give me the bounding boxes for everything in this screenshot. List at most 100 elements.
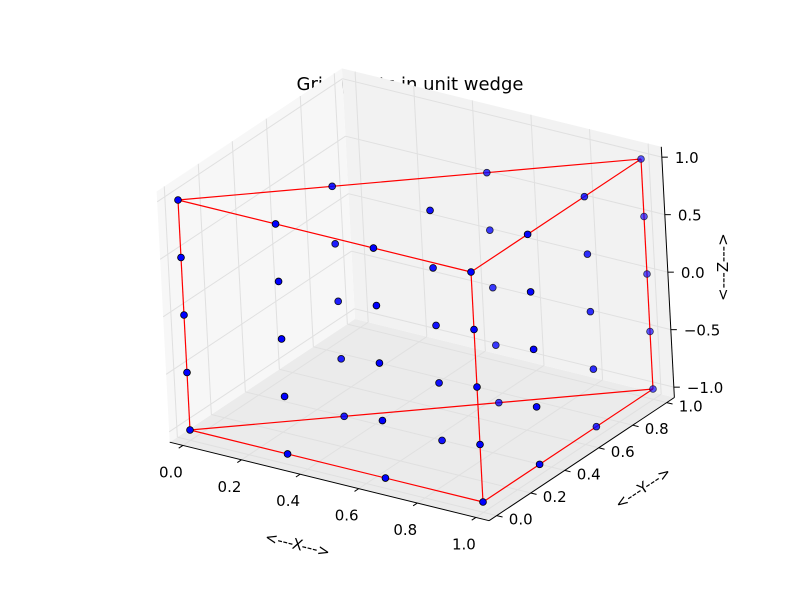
x-tick-label: 0.0 <box>159 463 183 481</box>
data-points <box>174 155 657 506</box>
grid-y-floor <box>279 368 599 449</box>
data-point <box>586 307 595 316</box>
x-tick-label: 0.8 <box>393 521 417 539</box>
grid-z-back <box>345 135 665 216</box>
data-point <box>378 416 387 425</box>
x-tick <box>412 502 418 507</box>
data-point <box>369 244 378 252</box>
z-axis-line <box>660 146 675 398</box>
grid-z-left <box>162 193 349 318</box>
data-point <box>649 385 657 393</box>
grid-z-left <box>159 135 346 260</box>
y-tick <box>598 447 605 450</box>
grid-z-left <box>168 308 355 433</box>
data-point <box>334 297 342 306</box>
wedge-edge <box>189 429 484 503</box>
data-point <box>328 182 336 191</box>
grid-z-left <box>156 78 343 203</box>
data-point <box>532 403 541 411</box>
y-axis-line <box>488 397 675 522</box>
data-point <box>495 398 503 407</box>
grid-y-floor <box>313 346 633 426</box>
wedge-edge <box>177 158 642 201</box>
y-tick <box>496 515 503 518</box>
z-axis-label: <---Z---> <box>714 233 732 301</box>
data-point <box>186 426 194 434</box>
tick-marks <box>178 156 680 521</box>
y-tick-label: 0.4 <box>577 465 601 483</box>
grid-z-left <box>165 250 352 375</box>
grid-x-floor <box>417 379 603 504</box>
data-point <box>640 212 648 221</box>
x-tick-label: 0.2 <box>218 478 242 496</box>
x-axis-label: <---X---> <box>263 528 332 561</box>
z-tick-label: 1.0 <box>675 149 699 167</box>
axis-lines <box>169 146 675 522</box>
x-tick <box>354 488 359 492</box>
x-tick <box>471 517 477 521</box>
x-tick-label: 0.4 <box>276 492 300 510</box>
data-point <box>492 341 500 349</box>
y-tick-label: 0.6 <box>611 443 635 461</box>
data-point <box>274 277 283 286</box>
tick-labels: 0.00.20.40.60.81.00.00.20.40.60.81.0−1.0… <box>159 149 723 553</box>
floor-pane <box>169 319 675 521</box>
data-point <box>337 355 345 363</box>
data-point <box>180 311 188 319</box>
data-point <box>526 288 535 296</box>
data-point <box>467 268 475 276</box>
z-tick-label: 0.5 <box>678 207 702 225</box>
z-tick-label: 0.0 <box>681 264 705 282</box>
data-point <box>483 168 491 177</box>
data-point <box>637 155 645 163</box>
grid-x-floor <box>475 393 662 518</box>
x-tick <box>178 445 184 449</box>
grid-x-floor <box>358 365 545 490</box>
data-point <box>435 379 443 387</box>
data-point <box>426 206 434 215</box>
y-tick <box>666 402 673 405</box>
y-tick-label: 0.0 <box>509 511 533 529</box>
grid-x-floor <box>299 350 486 475</box>
x-tick-label: 0.6 <box>335 507 359 525</box>
y-tick <box>632 424 639 428</box>
z-tick-label: −1.0 <box>687 379 723 397</box>
data-point <box>271 220 280 228</box>
data-point <box>429 264 437 272</box>
data-point <box>583 250 592 258</box>
wedge-edge <box>470 158 642 273</box>
y-tick <box>530 492 537 495</box>
z-tick-label: −0.5 <box>684 322 720 340</box>
wedge-edge <box>189 388 654 431</box>
y-tick <box>564 469 571 473</box>
data-point <box>589 365 598 373</box>
data-point <box>529 345 538 354</box>
data-point <box>535 460 544 469</box>
data-point <box>489 283 497 292</box>
data-point <box>438 436 446 445</box>
data-point <box>331 240 339 248</box>
grid-x-floor <box>182 321 369 446</box>
data-point <box>592 422 601 431</box>
data-point <box>280 392 289 401</box>
wedge-edge <box>177 199 472 273</box>
data-point <box>646 327 654 336</box>
grid-lines <box>156 71 674 518</box>
y-axis-label: <---Y---> <box>612 463 675 513</box>
data-point <box>283 450 292 458</box>
grid-z-back <box>348 193 668 273</box>
data-point <box>375 359 384 367</box>
grid-y-floor <box>347 323 667 404</box>
grid-z-back <box>354 308 674 388</box>
data-point <box>340 412 348 421</box>
x-tick-label: 1.0 <box>452 535 476 553</box>
grid-y-floor <box>177 436 497 517</box>
data-point <box>486 226 494 234</box>
x-tick <box>237 459 242 464</box>
data-point <box>183 368 191 377</box>
data-point <box>473 383 481 391</box>
data-point <box>476 440 484 449</box>
grid-y-floor <box>245 391 565 471</box>
grid-y-floor <box>211 414 531 494</box>
